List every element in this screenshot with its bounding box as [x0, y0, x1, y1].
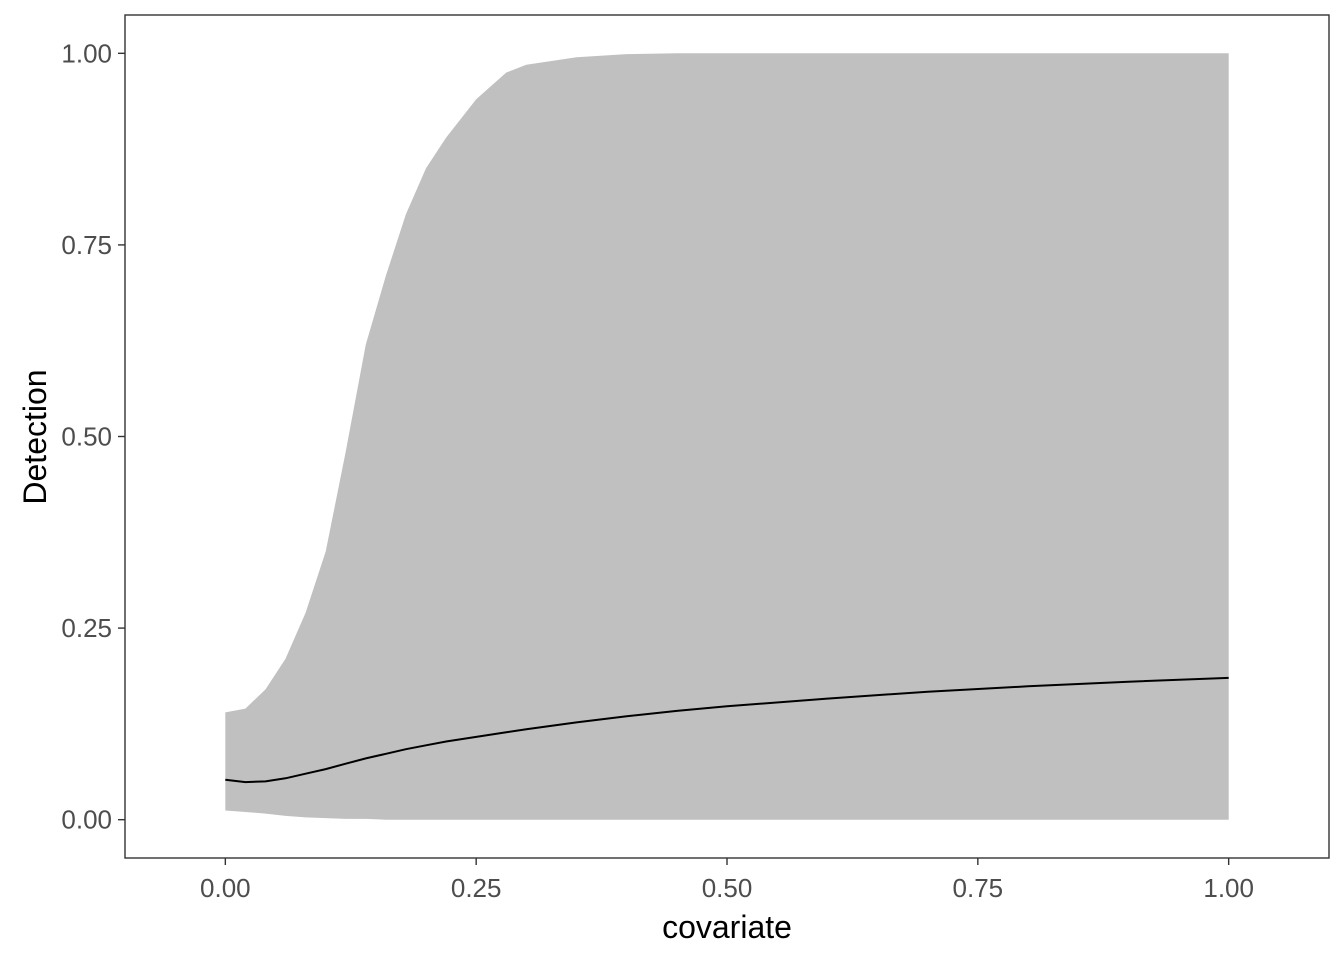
x-tick-label: 0.00 [200, 873, 251, 903]
x-axis: 0.00 0.25 0.50 0.75 1.00 [200, 858, 1254, 903]
line-layer [225, 676, 1229, 784]
x-tick-label: 1.00 [1203, 873, 1254, 903]
y-axis: 0.00 0.25 0.50 0.75 1.00 [61, 38, 125, 835]
x-tick-label: 0.25 [451, 873, 502, 903]
y-axis-title: Detection [17, 369, 53, 504]
y-tick-label: 1.00 [61, 38, 112, 68]
y-tick-label: 0.75 [61, 230, 112, 260]
ribbon-layer [225, 53, 1229, 820]
x-axis-title: covariate [662, 909, 792, 945]
x-tick-label: 0.75 [953, 873, 1004, 903]
estimate-line [225, 676, 1229, 784]
y-tick-label: 0.00 [61, 805, 112, 835]
y-tick-label: 0.50 [61, 422, 112, 452]
x-tick-label: 0.50 [702, 873, 753, 903]
confidence-ribbon [225, 53, 1229, 820]
y-tick-label: 0.25 [61, 613, 112, 643]
